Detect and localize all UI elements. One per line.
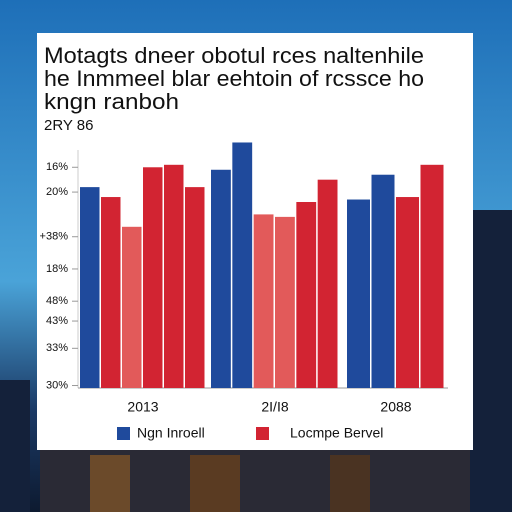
chart-subtitle: 2RY 86 [44, 117, 94, 134]
y-tick-label: 43% [46, 315, 68, 327]
legend-label: Locmpe Bervel [290, 425, 383, 441]
bar [296, 202, 317, 388]
y-tick-label: 16% [46, 161, 68, 173]
bar [347, 199, 370, 388]
x-tick-label: 2088 [380, 399, 411, 415]
bar [211, 169, 231, 388]
bar [275, 216, 295, 388]
chart-title: Motagts dneer obotul rces naltenhile [44, 43, 424, 68]
legend-swatch [117, 427, 130, 440]
bar [396, 197, 419, 388]
legend-label: Ngn Inroell [137, 425, 205, 441]
bar [143, 167, 163, 388]
bar [164, 164, 184, 388]
bar [420, 164, 444, 388]
y-tick-label: +38% [40, 231, 69, 243]
y-tick-label: 30% [46, 379, 68, 391]
bar [317, 179, 338, 388]
bar [122, 226, 142, 388]
bar [371, 174, 395, 388]
y-tick-label: 33% [46, 342, 68, 354]
bar [80, 187, 100, 388]
skyline [0, 210, 512, 512]
y-tick-label: 48% [46, 295, 68, 307]
chart-title: kngn ranboh [44, 89, 179, 114]
bar [101, 197, 121, 388]
chart-title: he Inmmeel blar eehtoin of rcssce ho [44, 66, 424, 91]
x-tick-label: 2I/I8 [261, 399, 288, 415]
legend-swatch [256, 427, 269, 440]
y-tick-label: 18% [46, 263, 68, 275]
bar [253, 214, 274, 388]
bar [185, 187, 205, 388]
x-tick-label: 2013 [127, 399, 158, 415]
y-tick-label: 20% [46, 186, 68, 198]
bar [232, 142, 253, 388]
